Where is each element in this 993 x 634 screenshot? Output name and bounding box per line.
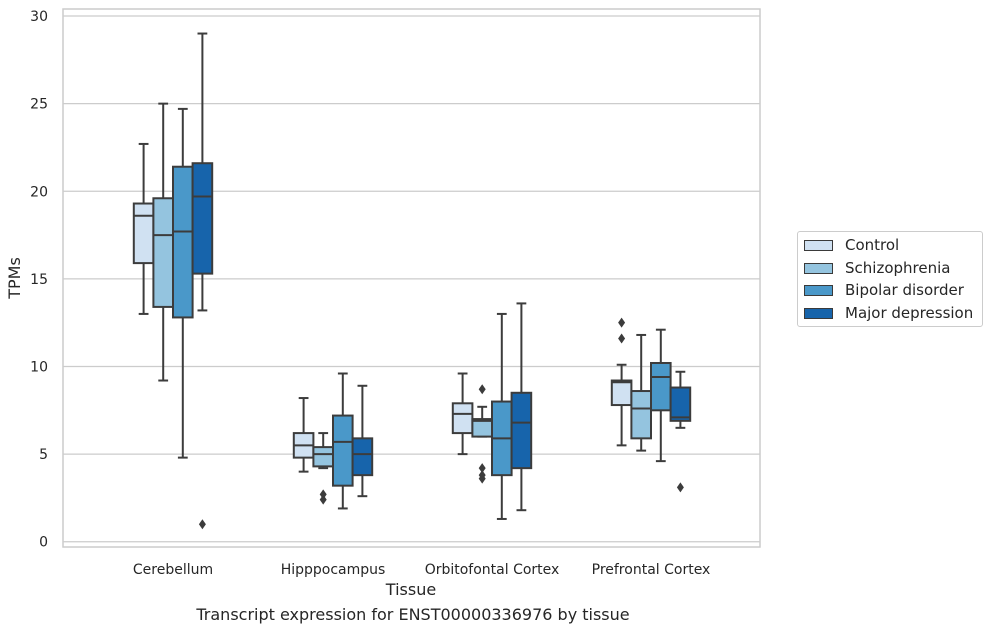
iqr-box-control-cerebellum [132, 202, 155, 265]
box-control-hipppocampus [292, 397, 315, 473]
box-control-prefrontal-cortex [610, 317, 633, 447]
box-control-cerebellum [132, 142, 155, 315]
legend-item-major-depression: Major depression [804, 303, 973, 323]
outlier-schizophrenia-orbitofontal-cortex [478, 463, 486, 474]
iqr-box-schizophrenia-prefrontal-cortex [630, 390, 653, 440]
outlier-major-depression-cerebellum [198, 519, 206, 530]
box-schizophrenia-prefrontal-cortex [630, 333, 653, 452]
chart-title: Transcript expression for ENST0000033697… [196, 605, 630, 624]
y-tick-label: 5 [39, 447, 48, 463]
legend-label-bipolar-disorder: Bipolar disorder [845, 281, 964, 299]
legend-label-schizophrenia: Schizophrenia [845, 259, 951, 277]
box-bipolar-disorder-cerebellum [172, 107, 194, 459]
legend-swatch-major-depression [804, 307, 833, 319]
outlier-major-depression-prefrontal-cortex [676, 482, 684, 493]
boxes-layer [132, 32, 692, 530]
box-schizophrenia-orbitofontal-cortex [471, 384, 493, 484]
y-tick-label: 10 [30, 359, 48, 375]
box-major-depression-orbitofontal-cortex [510, 302, 533, 512]
x-tick-label-orbitofontal-cortex: Orbitofontal Cortex [425, 562, 560, 578]
legend-label-control: Control [845, 236, 900, 254]
x-tick-label-cerebellum: Cerebellum [133, 562, 213, 578]
iqr-box-control-prefrontal-cortex [610, 379, 633, 407]
y-tick-label: 25 [30, 97, 48, 113]
box-control-orbitofontal-cortex [451, 372, 474, 456]
iqr-box-major-depression-orbitofontal-cortex [510, 391, 533, 470]
iqr-box-bipolar-disorder-hipppocampus [332, 414, 354, 487]
iqr-box-control-orbitofontal-cortex [451, 402, 474, 435]
legend: Control Schizophrenia Bipolar disorder M… [797, 231, 983, 327]
box-schizophrenia-cerebellum [152, 102, 174, 382]
legend-swatch-control [804, 239, 833, 251]
legend-swatch-bipolar-disorder [804, 284, 833, 296]
y-axis-label: TPMs [5, 257, 24, 300]
y-tick-label: 15 [30, 272, 48, 288]
plot-frame [62, 8, 761, 548]
x-tick-label-hipppocampus: Hipppocampus [281, 562, 386, 578]
y-tick-label: 0 [39, 535, 48, 551]
legend-item-bipolar-disorder: Bipolar disorder [804, 280, 964, 300]
outlier-schizophrenia-hipppocampus [319, 494, 327, 505]
outlier-schizophrenia-hipppocampus [319, 489, 327, 500]
y-tick-label: 30 [30, 9, 48, 25]
outlier-control-prefrontal-cortex [618, 317, 626, 328]
iqr-box-bipolar-disorder-prefrontal-cortex [650, 361, 672, 412]
iqr-box-major-depression-hipppocampus [351, 437, 374, 477]
iqr-box-schizophrenia-cerebellum [152, 197, 174, 308]
y-tick-labels: 0 5 10 15 20 25 30 [30, 9, 48, 551]
legend-item-schizophrenia: Schizophrenia [804, 258, 950, 278]
iqr-box-major-depression-prefrontal-cortex [669, 386, 692, 422]
x-tick-label-prefrontal-cortex: Prefrontal Cortex [592, 562, 711, 578]
legend-item-control: Control [804, 235, 899, 255]
x-axis-label: Tissue [385, 580, 436, 599]
outlier-schizophrenia-orbitofontal-cortex [478, 470, 486, 481]
box-bipolar-disorder-prefrontal-cortex [650, 328, 672, 463]
legend-label-major-depression: Major depression [845, 304, 974, 322]
outlier-schizophrenia-orbitofontal-cortex [478, 384, 486, 395]
iqr-box-bipolar-disorder-cerebellum [172, 165, 194, 319]
box-major-depression-cerebellum [191, 32, 214, 530]
x-tick-labels: Cerebellum Hipppocampus Orbitofontal Corte… [133, 562, 710, 578]
box-major-depression-prefrontal-cortex [669, 370, 692, 493]
iqr-box-major-depression-cerebellum [191, 162, 214, 275]
iqr-box-schizophrenia-hipppocampus [312, 446, 334, 468]
box-major-depression-hipppocampus [351, 384, 374, 498]
legend-swatch-schizophrenia [804, 262, 833, 274]
outlier-control-prefrontal-cortex [618, 333, 626, 344]
y-tick-label: 20 [30, 184, 48, 200]
